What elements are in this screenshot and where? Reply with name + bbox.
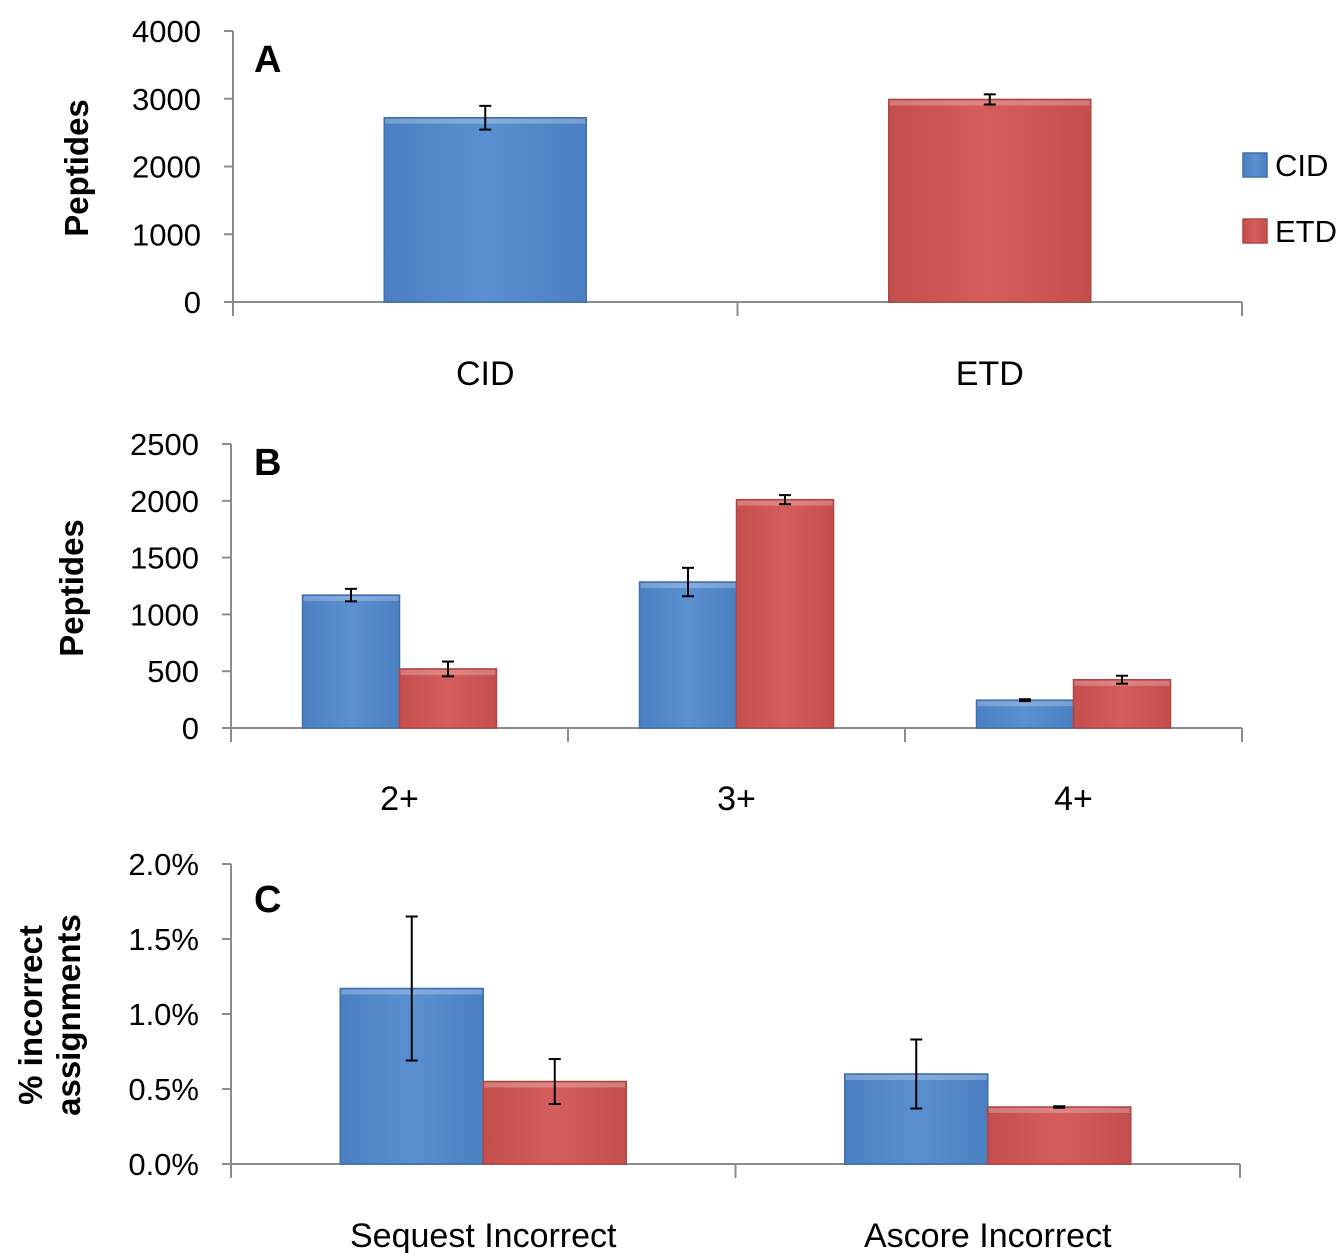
y-tick-label: 2000 bbox=[130, 484, 199, 519]
error-bar bbox=[910, 1038, 923, 1110]
y-axis-label: Peptides bbox=[53, 519, 90, 657]
y-axis-label-line: assignments bbox=[50, 914, 87, 1116]
panel-label: A bbox=[254, 39, 281, 81]
bar-etd bbox=[735, 498, 835, 729]
category-label: 4+ bbox=[1054, 780, 1093, 818]
panel-C: 0.0% 0.5% 1.0% 1.5% 2.0% Sequest Incorrect Asc… bbox=[12, 847, 1241, 1253]
y-tick-label: 4000 bbox=[132, 14, 201, 49]
error-bar bbox=[682, 566, 694, 598]
error-bar bbox=[1019, 698, 1031, 703]
y-tick-label: 1500 bbox=[130, 541, 199, 576]
y-tick-label: 0.5% bbox=[128, 1072, 199, 1107]
category-label: Sequest Incorrect bbox=[350, 1217, 617, 1253]
category-label: Ascore Incorrect bbox=[864, 1217, 1112, 1253]
error-bar bbox=[983, 93, 996, 106]
panel-A: 0 1000 2000 3000 4000 CID ETD A Peptides bbox=[58, 14, 1243, 393]
panel-B: 0 500 1000 1500 2000 2500 2+ 3+ 4+ B Peptides bbox=[53, 427, 1243, 818]
legend: CID ETD bbox=[1242, 148, 1337, 249]
error-bar bbox=[1053, 1105, 1066, 1109]
y-tick-label: 2000 bbox=[132, 150, 201, 185]
error-bar bbox=[1116, 674, 1128, 685]
y-tick-label: 3000 bbox=[132, 82, 201, 117]
y-tick-label: 1.5% bbox=[128, 922, 199, 957]
error-bar bbox=[779, 494, 791, 506]
bar-bevel bbox=[988, 1108, 1130, 1113]
y-axis-label-line: Peptides bbox=[53, 519, 90, 657]
bar-etd bbox=[987, 1106, 1132, 1165]
legend-swatch bbox=[1242, 218, 1268, 244]
error-bar bbox=[548, 1058, 561, 1105]
legend-label: ETD bbox=[1275, 214, 1337, 249]
y-tick-label: 1000 bbox=[132, 217, 201, 252]
y-tick-label: 0.0% bbox=[128, 1147, 199, 1182]
y-tick-label: 500 bbox=[147, 654, 199, 689]
chart-panels: 0 1000 2000 3000 4000 CID ETD A Peptides 0 500 1000… bbox=[12, 14, 1243, 1253]
category-label: 3+ bbox=[717, 780, 756, 818]
category-label: ETD bbox=[956, 355, 1024, 393]
y-axis-label: Peptides bbox=[58, 99, 95, 237]
y-axis-label: % incorrectassignments bbox=[12, 914, 87, 1116]
bar-etd bbox=[1072, 678, 1172, 729]
error-bar bbox=[442, 660, 454, 678]
error-bar bbox=[345, 587, 357, 603]
error-bar bbox=[405, 915, 418, 1062]
y-tick-label: 2.0% bbox=[128, 847, 199, 882]
legend-swatch bbox=[1242, 152, 1268, 178]
legend-label: CID bbox=[1275, 148, 1328, 183]
bar-etd bbox=[398, 668, 498, 729]
y-axis-label-line: Peptides bbox=[58, 99, 95, 237]
legend-item-cid: CID bbox=[1242, 148, 1328, 183]
legend-item-etd: ETD bbox=[1242, 214, 1337, 249]
panel-label: C bbox=[254, 879, 281, 921]
error-bar bbox=[479, 104, 492, 131]
y-tick-label: 2500 bbox=[130, 427, 199, 462]
bar-bevel bbox=[977, 701, 1073, 707]
category-label: 2+ bbox=[380, 780, 419, 818]
bar-cid bbox=[638, 581, 738, 729]
y-tick-label: 1000 bbox=[130, 597, 199, 632]
bar-cid bbox=[383, 116, 587, 303]
panel-label: B bbox=[254, 442, 281, 484]
y-tick-label: 0 bbox=[184, 285, 201, 320]
bar-cid bbox=[301, 594, 401, 729]
bar-etd bbox=[888, 98, 1092, 303]
y-tick-label: 1.0% bbox=[128, 997, 199, 1032]
category-label: CID bbox=[456, 355, 515, 393]
y-tick-label: 0 bbox=[182, 711, 199, 746]
y-axis-label-line: % incorrect bbox=[12, 925, 49, 1105]
